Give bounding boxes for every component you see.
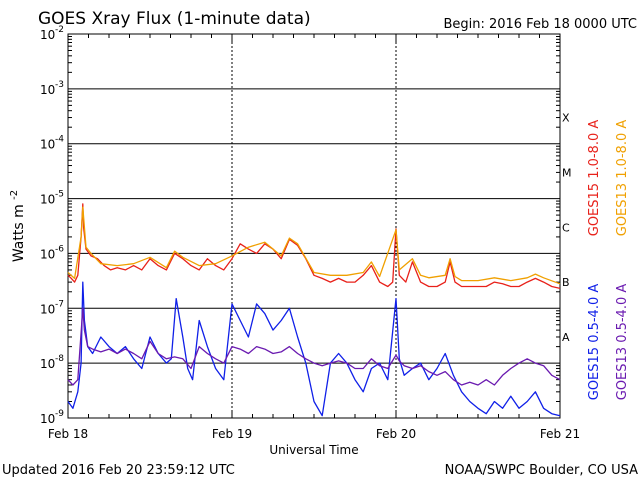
y-tick-label: 10 xyxy=(40,302,55,316)
y-tick-label: 10 xyxy=(40,28,55,42)
y-tick-exponent: -4 xyxy=(55,135,64,145)
legend-entry-4: GOES13 0.5-4.0 A xyxy=(615,284,630,401)
y-tick-label: 10 xyxy=(40,193,55,207)
x-tick-label: Feb 18 xyxy=(48,427,88,441)
y-tick-exponent: -9 xyxy=(55,409,64,419)
y-tick-label: 10 xyxy=(40,357,55,371)
flare-class-label: B xyxy=(562,276,570,289)
chart-title: GOES Xray Flux (1-minute data) xyxy=(38,9,311,29)
y-tick-label: 10 xyxy=(40,138,55,152)
y-axis-label: Watts m -2 xyxy=(9,190,27,262)
y-tick-exponent: -3 xyxy=(55,80,64,90)
credit-text: NOAA/SWPC Boulder, CO USA xyxy=(445,463,638,478)
y-tick-exponent: -7 xyxy=(55,299,64,309)
series-line-1 xyxy=(67,203,561,290)
x-tick-label: Feb 19 xyxy=(212,427,252,441)
flare-class-label: X xyxy=(562,112,570,125)
y-tick-exponent: -6 xyxy=(55,244,64,254)
y-axis-label-superscript: -2 xyxy=(9,190,20,200)
x-tick-label: Feb 20 xyxy=(376,427,416,441)
series-line-2 xyxy=(67,206,561,285)
flare-class-label: A xyxy=(562,331,570,344)
flare-class-label: M xyxy=(562,166,572,179)
y-tick-label: 10 xyxy=(40,412,55,426)
updated-timestamp: Updated 2016 Feb 20 23:59:12 UTC xyxy=(2,463,235,478)
legend-entry-2: GOES13 1.0-8.0 A xyxy=(615,120,630,237)
begin-label: Begin: 2016 Feb 18 0000 UTC xyxy=(443,17,637,32)
series-line-3 xyxy=(67,281,561,417)
y-tick-exponent: -2 xyxy=(55,25,64,35)
y-tick-exponent: -8 xyxy=(55,354,64,364)
plot-frame xyxy=(67,33,561,419)
y-tick-label: 10 xyxy=(40,247,55,261)
x-tick-label: Feb 21 xyxy=(540,427,580,441)
legend-entry-3: GOES15 0.5-4.0 A xyxy=(587,284,602,401)
y-tick-exponent: -5 xyxy=(55,190,64,200)
flare-class-label: C xyxy=(562,221,570,234)
legend-entry-1: GOES15 1.0-8.0 A xyxy=(587,120,602,237)
y-tick-label: 10 xyxy=(40,83,55,97)
series-line-4 xyxy=(67,307,561,386)
x-axis-label: Universal Time xyxy=(269,443,358,457)
